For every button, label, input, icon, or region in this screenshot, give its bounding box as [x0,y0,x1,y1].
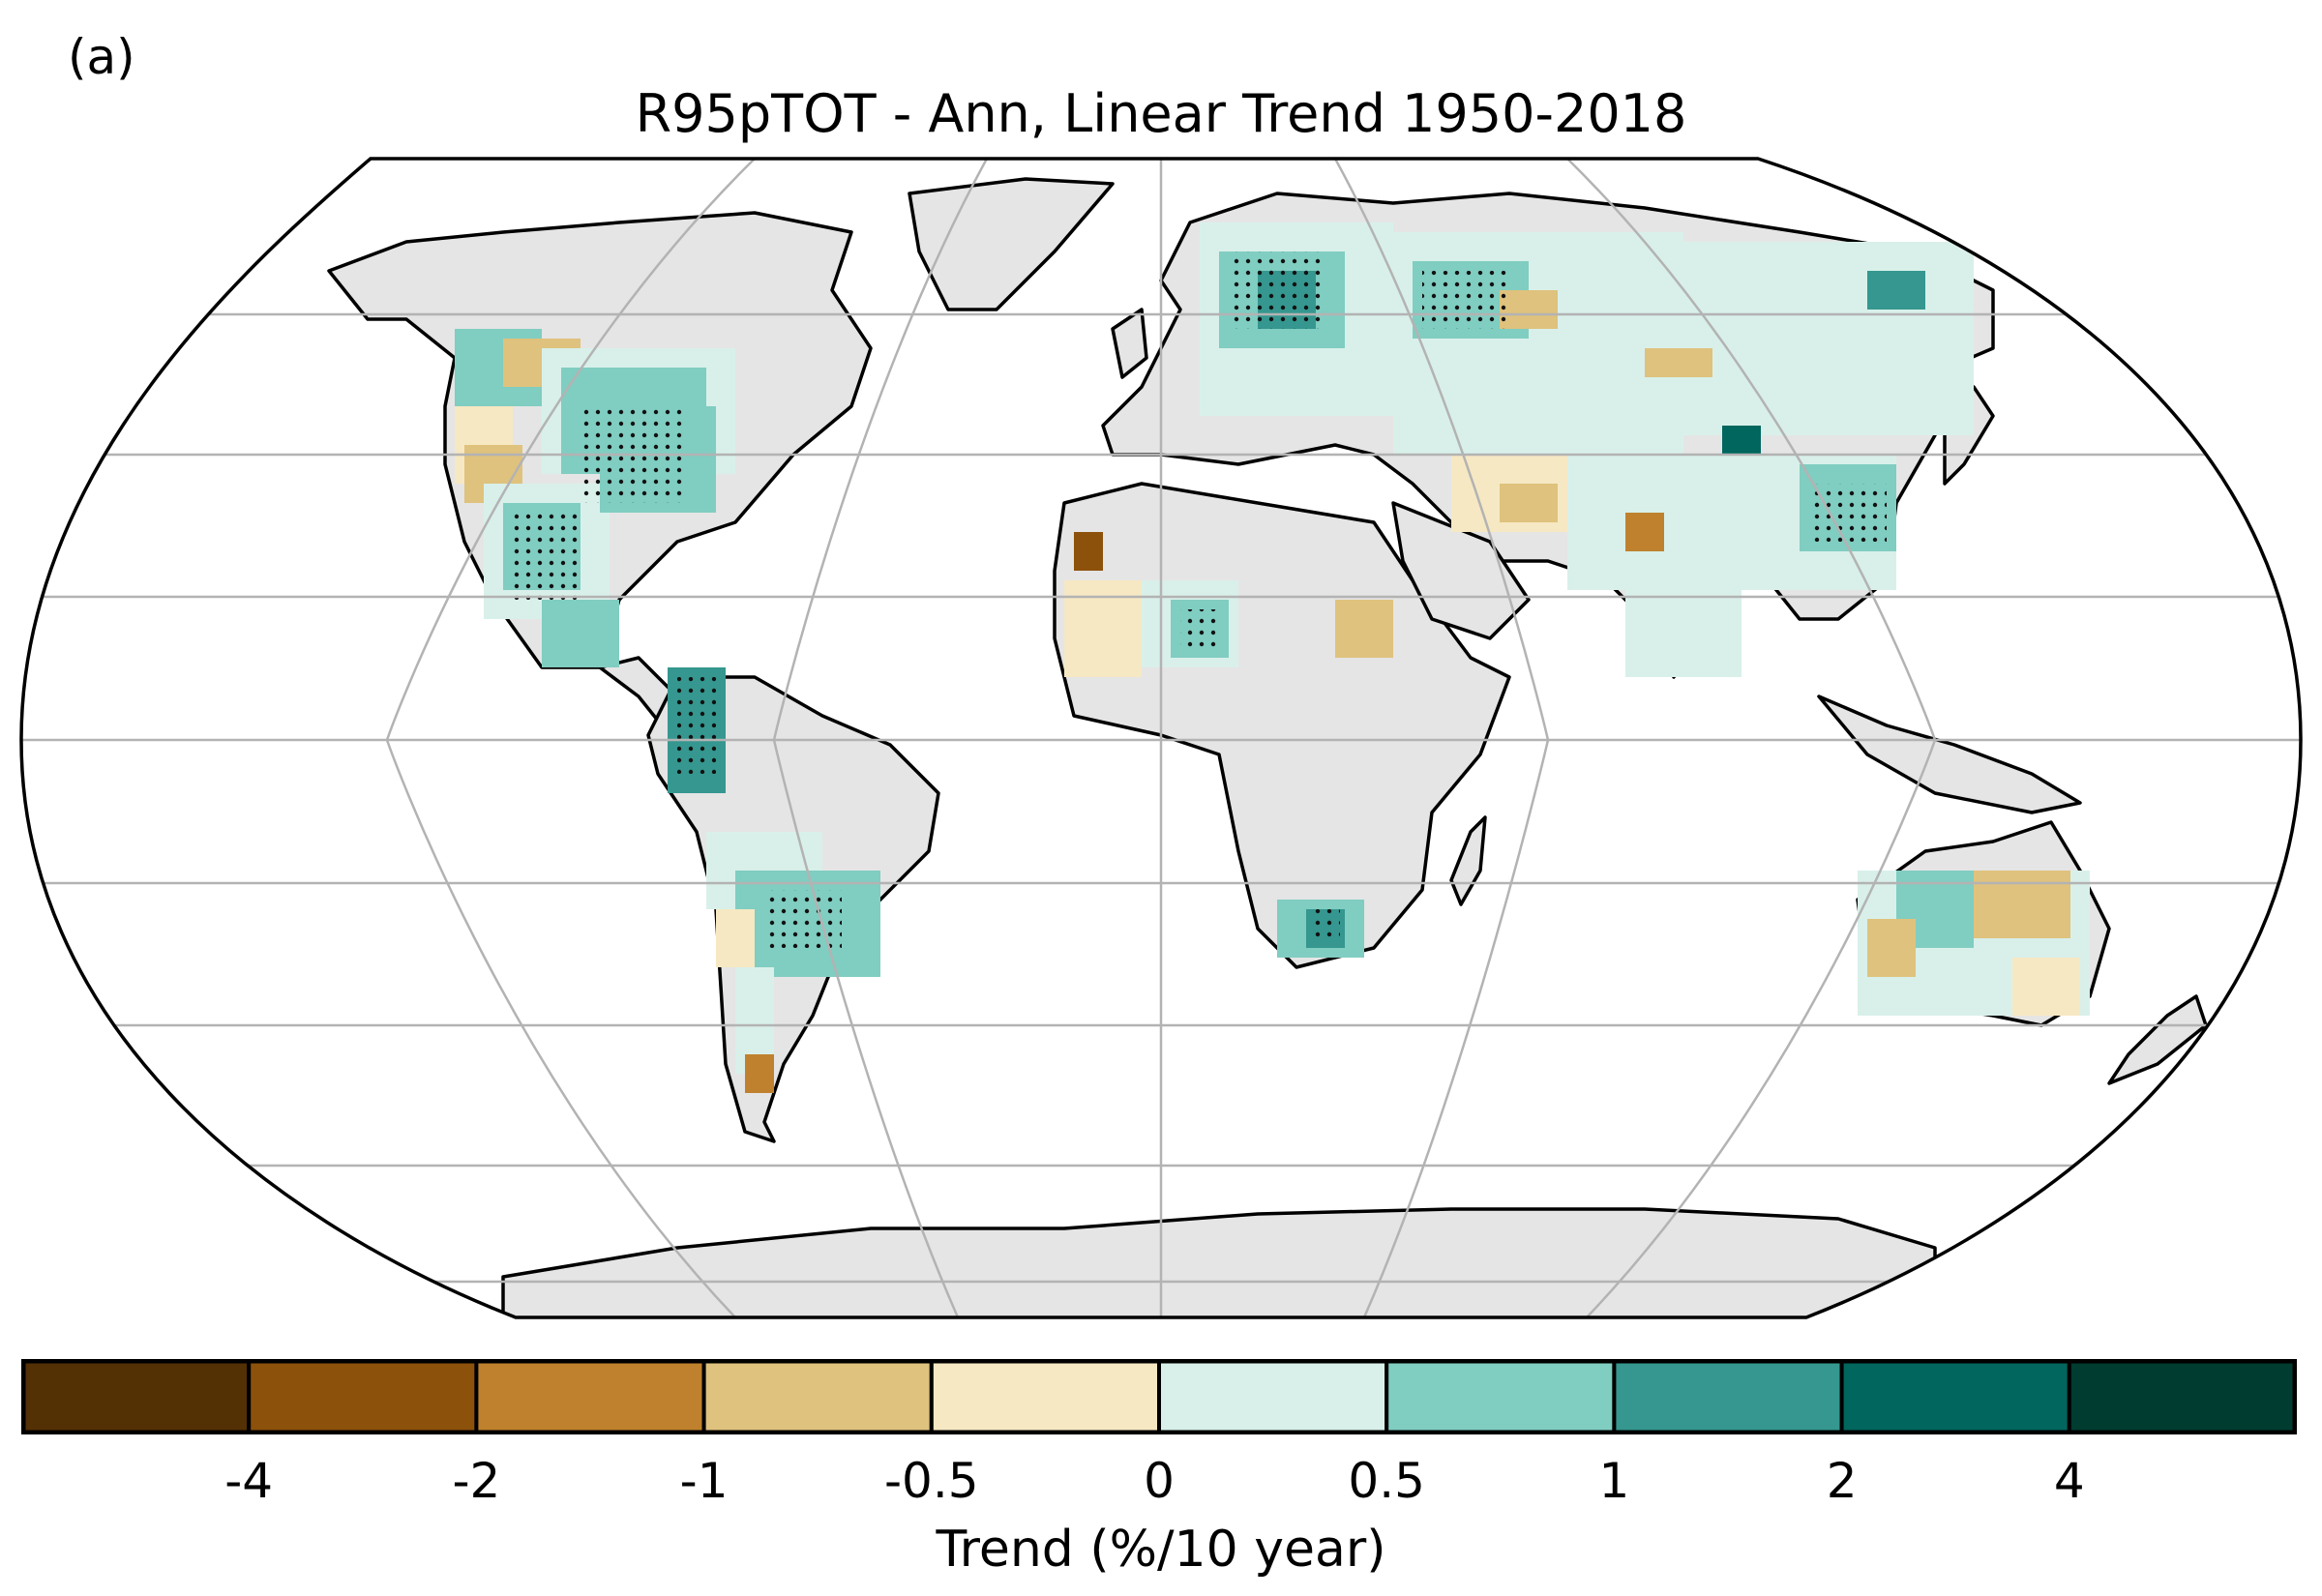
world-map [19,157,2303,1319]
trend-cell [1867,919,1916,977]
uk [1111,308,1148,379]
colorbar-segment [1612,1359,1844,1434]
colorbar-segment [701,1359,934,1434]
colorbar-tick-label: -0.5 [884,1453,979,1509]
globe-outline [19,157,2303,1319]
colorbar-segment [1384,1359,1617,1434]
colorbar-segment [474,1359,706,1434]
globe-area [21,159,2301,1317]
colorbar [21,1359,2297,1434]
trend-cell [745,1054,774,1093]
colorbar-segment [929,1359,1161,1434]
trend-cell [716,909,755,967]
trend-cell [1645,348,1712,377]
colorbar-tick-label: 2 [1826,1453,1858,1509]
trend-cell [1064,580,1142,677]
colorbar-label: Trend (%/10 year) [936,1521,1386,1579]
trend-cell [1500,484,1558,522]
colorbar-tick-label: 0.5 [1348,1453,1425,1509]
trend-cell [1722,426,1761,455]
panel-label: (a) [68,29,135,85]
trend-cell [1335,600,1393,658]
new-zealand [2107,994,2208,1085]
colorbar-tick-label: -2 [452,1453,501,1509]
southeast-asia-islands [1817,695,2082,814]
trend-cell [1625,513,1664,551]
trend-cell [1867,271,1925,310]
trend-cell [1683,242,1974,435]
colorbar-tick-label: -4 [224,1453,274,1509]
colorbar-tick-label: 1 [1598,1453,1630,1509]
colorbar-tick-label: -1 [679,1453,729,1509]
trend-cell [1974,871,2070,938]
colorbar-tick-label: 0 [1144,1453,1175,1509]
colorbar-segment [2067,1359,2297,1434]
map-title: R95pTOT - Ann, Linear Trend 1950-2018 [635,83,1687,144]
colorbar-segment [1157,1359,1389,1434]
colorbar-tick-label: 4 [2053,1453,2085,1509]
colorbar-segment [247,1359,479,1434]
trend-cell [1074,532,1103,571]
colorbar-segment [21,1359,252,1434]
trend-cell [1625,580,1742,677]
trend-cell [2012,958,2080,1016]
arabia-india [1391,501,1531,640]
colorbar-segment [1839,1359,2071,1434]
trend-cell [542,600,619,667]
